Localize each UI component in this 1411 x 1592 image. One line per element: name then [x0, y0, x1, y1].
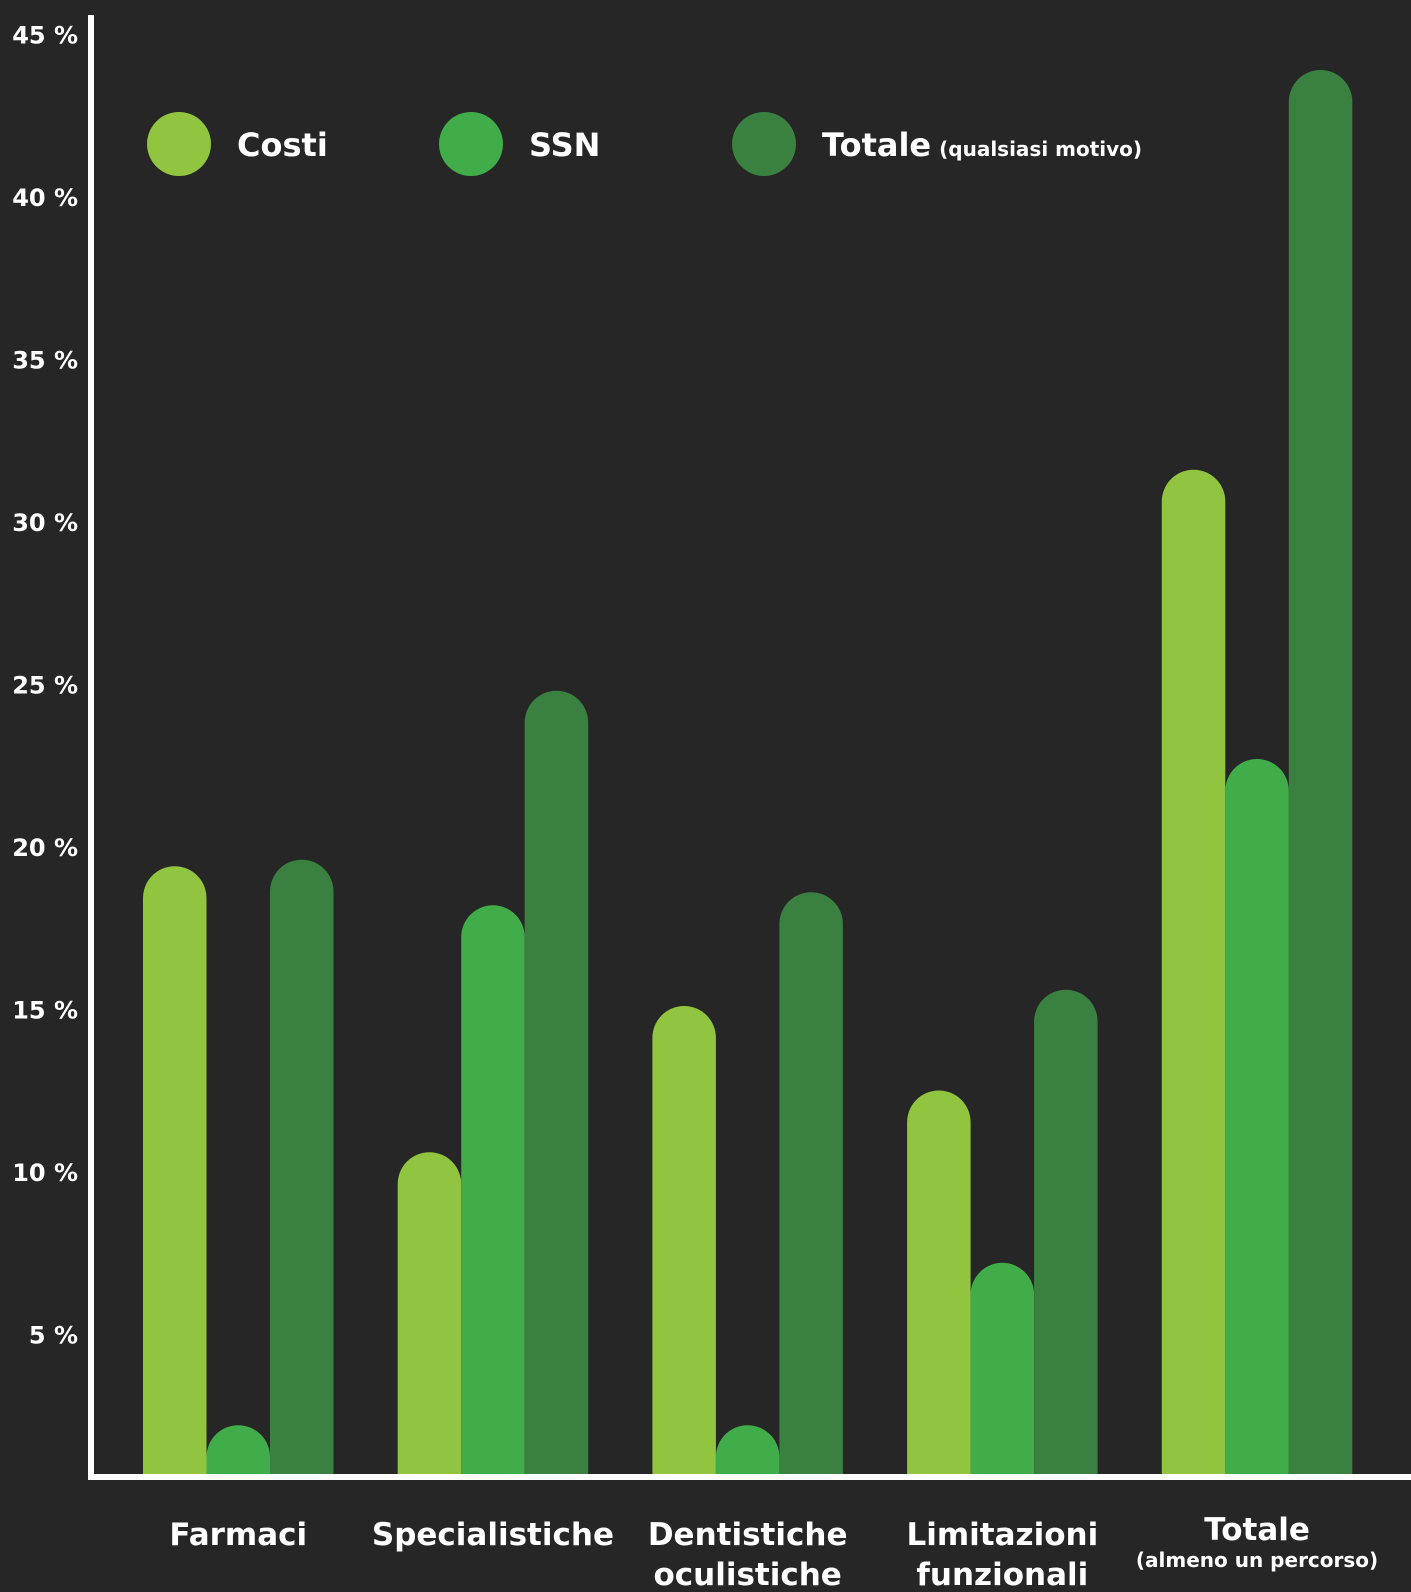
legend-label-totale: Totale (qualsiasi motivo)	[822, 126, 1142, 164]
y-tick-label: 40 %	[12, 184, 78, 212]
y-tick-label: 30 %	[12, 509, 78, 537]
category-label: Dentistiche	[648, 1517, 848, 1553]
category-label: Farmaci	[169, 1517, 307, 1553]
bar-costi-limitazioni-funzionali	[907, 1090, 971, 1474]
y-tick-label: 5 %	[29, 1321, 78, 1349]
bar-totale-limitazioni-funzionali	[1034, 989, 1098, 1474]
y-tick-label: 20 %	[12, 834, 78, 862]
bar-costi-farmaci	[143, 866, 207, 1474]
x-axis-labels: Farmaci Specialistiche Dentistiche oculisti…	[169, 1512, 1378, 1592]
legend-sublabel: (qualsiasi motivo)	[939, 137, 1142, 161]
bar-totale-totale	[1288, 70, 1353, 1474]
category-label: funzionali	[916, 1557, 1088, 1592]
category-label: oculistiche	[653, 1557, 841, 1592]
category-label: Totale	[1204, 1512, 1310, 1548]
bar-totale-farmaci	[270, 859, 334, 1474]
bar-ssn-limitazioni-funzionali	[970, 1262, 1035, 1474]
y-tick-label: 25 %	[12, 671, 78, 699]
legend-swatch-totale	[732, 112, 796, 176]
bar-costi-dentistiche-oculistiche	[652, 1006, 716, 1474]
bar-ssn-totale	[1225, 759, 1289, 1474]
bar-totale-specialistiche	[524, 690, 589, 1474]
y-tick-label: 45 %	[12, 21, 78, 49]
y-tick-label: 10 %	[12, 1159, 78, 1187]
legend: Costi SSN Totale (qualsiasi motivo)	[147, 112, 1142, 176]
category-sublabel: (almeno un percorso)	[1136, 1548, 1378, 1572]
legend-swatch-costi	[147, 112, 211, 176]
bar-costi-specialistiche	[397, 1152, 462, 1474]
y-axis-ticks: 5 % 10 % 15 % 20 % 25 % 30 % 35 % 40 % 45 %	[12, 21, 78, 1349]
category-label: Specialistiche	[372, 1517, 614, 1553]
y-tick-label: 35 %	[12, 346, 78, 374]
bar-totale-dentistiche-oculistiche	[779, 892, 843, 1474]
bars	[143, 70, 1353, 1474]
legend-label-costi: Costi	[237, 126, 328, 164]
legend-label-ssn: SSN	[529, 126, 600, 164]
bar-ssn-specialistiche	[461, 905, 525, 1474]
category-label: Limitazioni	[906, 1517, 1098, 1553]
legend-swatch-ssn	[439, 112, 503, 176]
bar-ssn-dentistiche-oculistiche	[715, 1425, 780, 1474]
bar-ssn-farmaci	[206, 1425, 270, 1474]
y-tick-label: 15 %	[12, 996, 78, 1024]
bar-costi-totale	[1161, 469, 1226, 1474]
